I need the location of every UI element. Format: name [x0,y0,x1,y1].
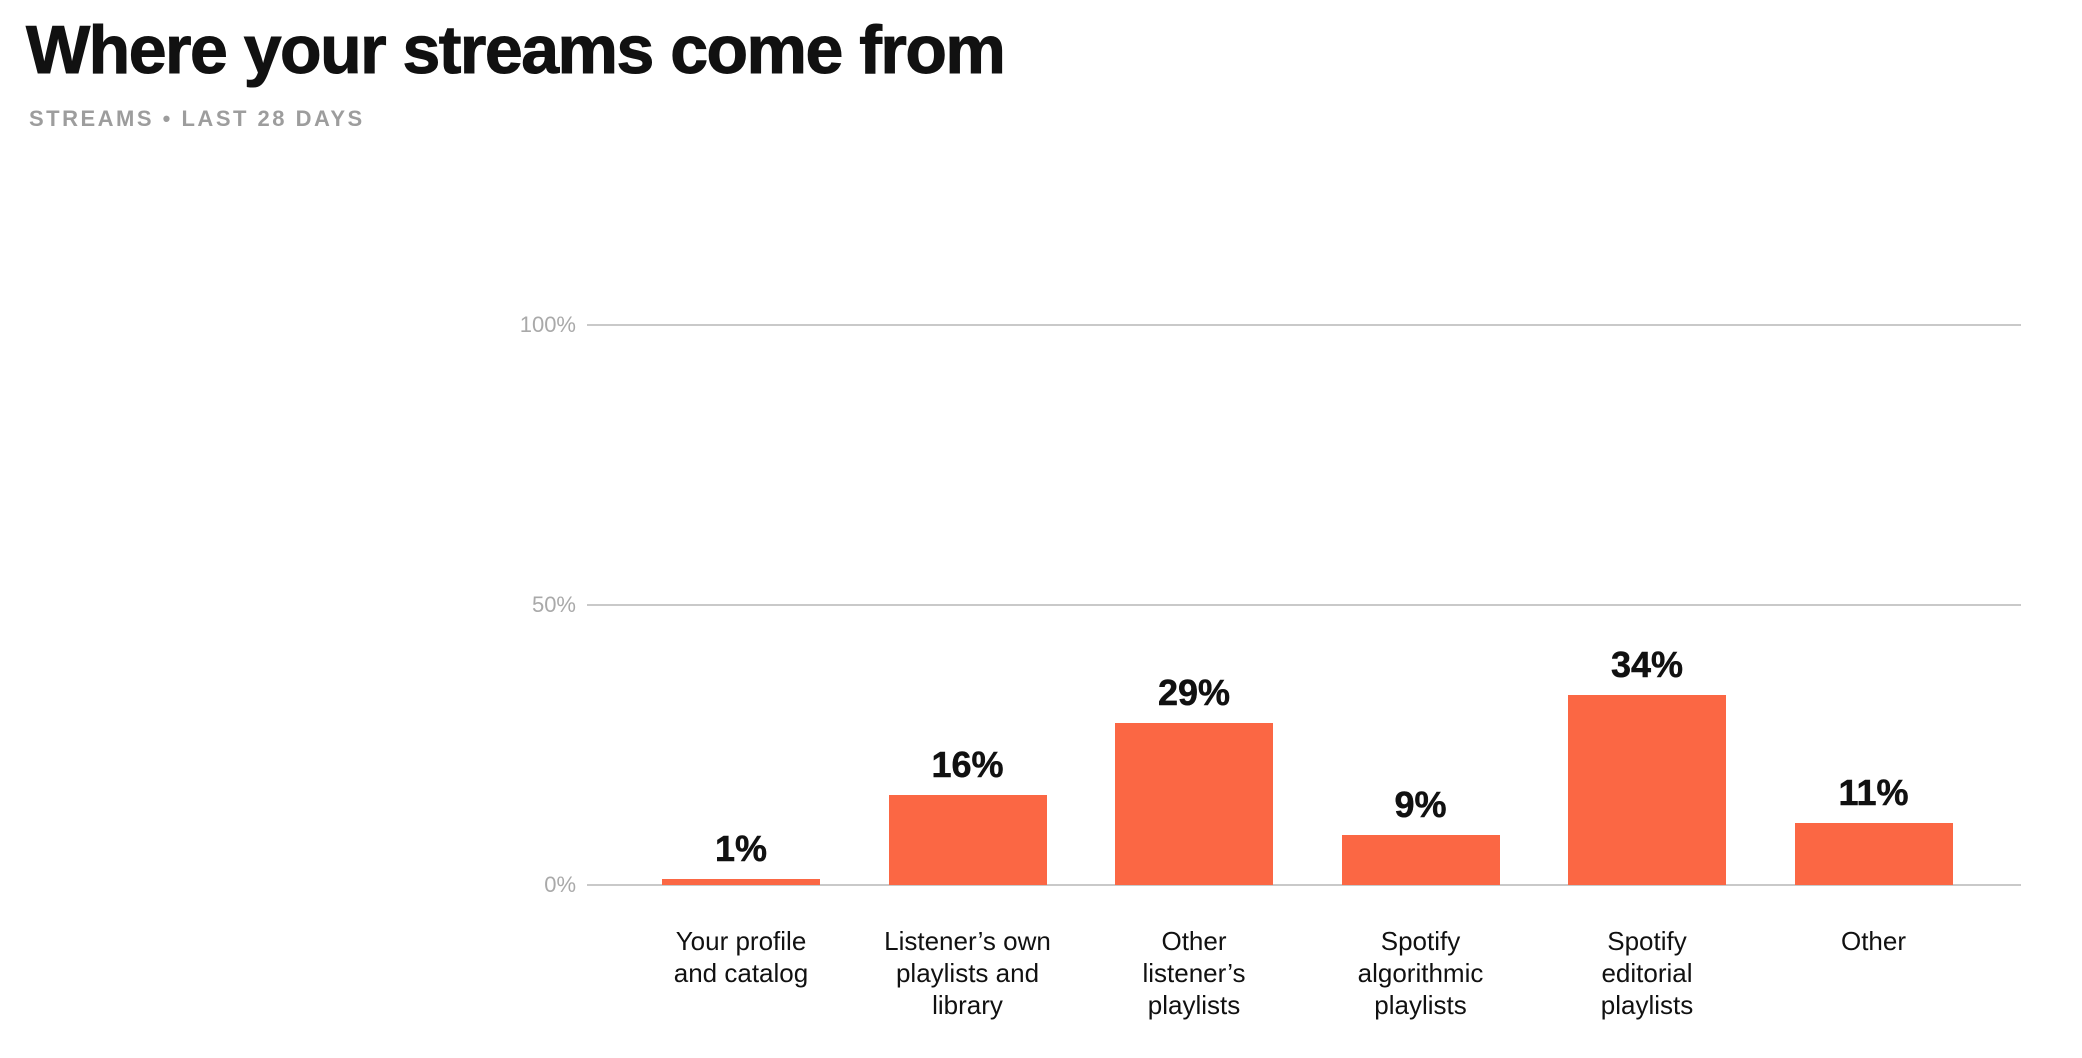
category-label-line: playlists [1600,990,1694,1020]
category-label-line: Other [1840,926,1907,956]
category-label: Other [1759,925,1989,957]
bar-value-label: 34% [1610,644,1684,685]
gridline [587,324,2021,326]
category-label-line: library [932,990,1003,1020]
category-label: Spotify editorial playlists [1532,925,1762,1021]
bar[interactable] [1341,835,1500,885]
bar[interactable] [1794,823,1953,885]
category-label-line: editorial [1601,958,1693,988]
bar-value-label: 9% [1394,784,1447,825]
y-axis-tick-label: 100% [519,312,576,337]
bar-value-label: 29% [1157,672,1231,713]
bar-chart: 100% 50% 0% 1% Your profile and catalog 16% Lis… [520,312,2021,1020]
category-label-line: playlists [1374,990,1467,1020]
category-label-line: Other [1161,926,1227,956]
gridline [587,884,2021,886]
page-subtitle: STREAMS • LAST 28 DAYS [29,106,365,131]
category-label: Your profile and catalog [626,925,856,989]
category-label-line: and catalog [673,958,809,988]
category-label-line: playlists and [895,958,1040,988]
category-label: Spotify algorithmic playlists [1306,925,1536,1021]
page-title: Where your streams come from [25,12,1006,89]
category-label: Listener’s own playlists and library [853,925,1083,1021]
category-label-line: algorithmic [1357,958,1484,988]
category-label-line: Spotify [1380,926,1461,956]
bar[interactable] [1568,695,1726,885]
y-axis-tick-label: 0% [544,872,576,897]
y-axis-tick-label: 50% [531,592,576,617]
bar[interactable] [662,879,820,885]
category-label: Other listener’s playlists [1079,925,1309,1021]
bar[interactable] [888,795,1047,885]
bar-value-label: 11% [1838,772,1909,813]
gridline [587,604,2021,606]
bar-value-label: 16% [931,744,1004,785]
category-label-line: Your profile [675,926,807,956]
category-label-line: Listener’s own [884,926,1051,956]
bar-value-label: 1% [714,828,768,869]
category-label-line: listener’s [1142,958,1246,988]
bar[interactable] [1115,723,1273,885]
category-label-line: playlists [1147,990,1241,1020]
category-label-line: Spotify [1607,926,1687,956]
